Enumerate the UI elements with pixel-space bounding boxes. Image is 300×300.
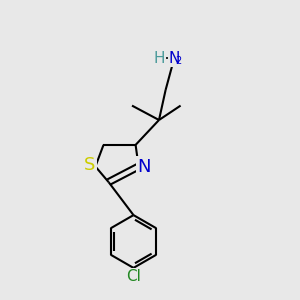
Text: N: N <box>168 51 180 66</box>
Text: 2: 2 <box>176 56 182 67</box>
Text: Cl: Cl <box>126 269 141 284</box>
Text: N: N <box>137 158 151 175</box>
Text: H: H <box>153 51 165 66</box>
Text: S: S <box>84 156 96 174</box>
